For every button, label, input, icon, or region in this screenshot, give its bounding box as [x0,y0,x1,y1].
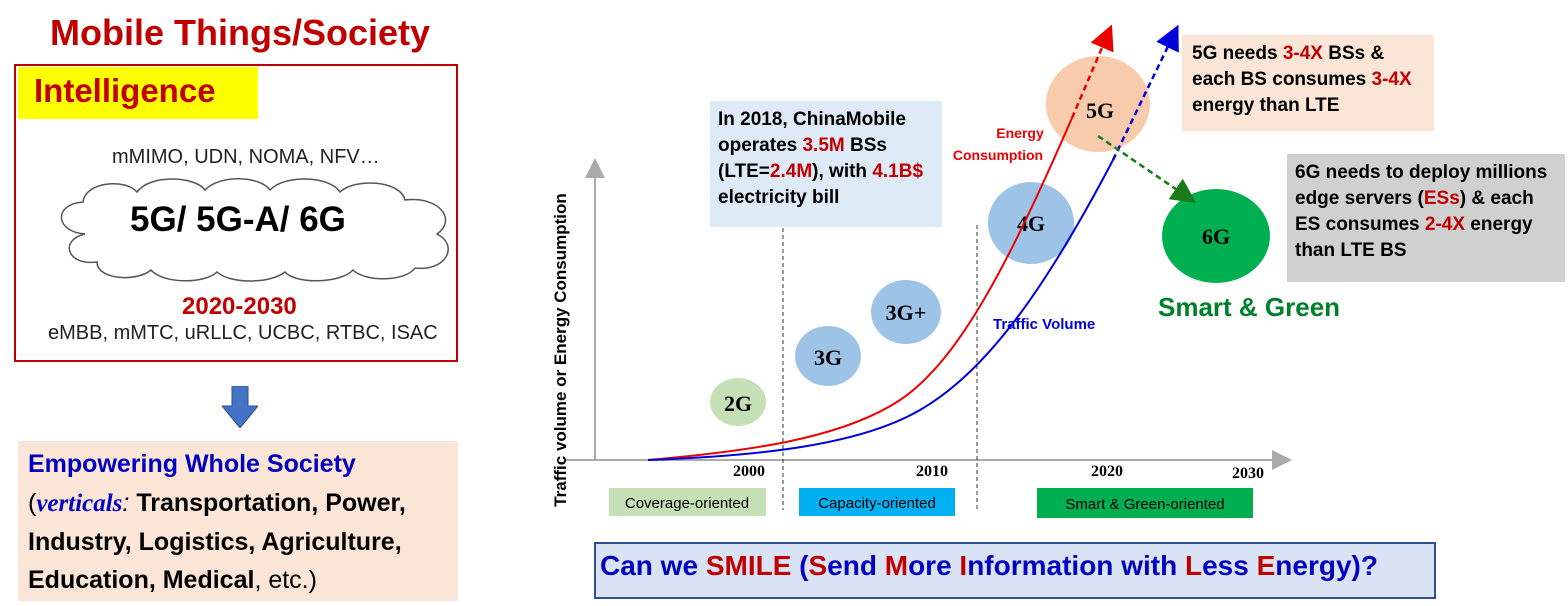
smile-text: nergy)? [1275,550,1378,581]
note-text: ) & each ES consumes [1295,188,1534,235]
period-label: 2020-2030 [182,293,297,320]
phase-label-coverage: Coverage-oriented [625,495,749,512]
note-text: ), with [812,161,873,182]
bubble-4g [988,182,1074,264]
traffic-label: Traffic Volume [993,316,1095,333]
phase-label-smart-green: Smart & Green-oriented [1065,496,1224,513]
smile-text: ess [1202,550,1257,581]
bubble-2g [710,378,766,426]
org-name: ChinaMobile [793,109,906,130]
note-text: BSs & each BS consumes [1192,43,1385,90]
paren-open: ( [28,489,37,517]
phase-bar-smart-green [1037,488,1253,518]
note-text: In 2018, [718,109,793,130]
verticals-list: Transportation, Power, Industry, Logisti… [28,489,406,594]
traffic-extension [1111,24,1179,161]
smile-text: ore [908,550,960,581]
bubble-3g-plus-label: 3G+ [886,300,927,325]
phase-bar-coverage [609,488,766,516]
empower-box [18,441,458,601]
energy-curve [647,117,1073,461]
tech-list: mMIMO, UDN, NOMA, NFV… [112,146,380,168]
note-text: operates [718,135,803,156]
verticals-word: verticals [36,490,123,517]
traffic-curve [647,159,1114,461]
bubble-4g-label: 4G [1017,211,1045,236]
smile-question: Can we SMILE (Send More Information with… [600,550,1378,582]
es-abbrev: ESs [1423,188,1460,209]
energy-multiplier: 3-4X [1371,69,1412,90]
bubble-3g [795,326,861,386]
note-text: 6G needs to deploy millions edge servers… [1295,162,1548,209]
acronym-letter: L [1184,550,1203,581]
intelligence-label: Intelligence [34,72,216,109]
smile-word: SMILE [705,550,792,581]
bubble-2g-label: 2G [724,391,752,416]
bubble-6g-label: 6G [1202,224,1230,249]
energy-multiplier: 2-4X [1424,214,1466,235]
smile-text: ( [791,550,809,581]
lte-count: 2.4M [769,161,813,182]
bubble-3g-plus [871,280,941,344]
acronym-letter: E [1256,550,1276,581]
year-label-2010: 2010 [916,463,948,480]
panel-title: Mobile Things/Society [50,12,431,53]
transition-arrow [1097,134,1197,204]
smile-text: end [827,550,885,581]
6g-note: 6G needs to deploy millions edge servers… [1287,154,1565,282]
smile-text: Can we [600,550,706,581]
energy-label-line1: Energy [996,125,1044,141]
evolution-chart: Traffic volume or Energy Consumption 200… [551,24,1292,518]
phase-bar-capacity [799,488,955,516]
verticals-text: (verticals: Transportation, Power, Indus… [28,484,458,599]
energy-label-line2: Consumption [953,147,1043,163]
smart-green-label: Smart & Green [1158,292,1341,322]
acronym-letter: I [959,550,968,581]
year-label-2000: 2000 [733,463,765,480]
bs-multiplier: 3-4X [1282,43,1323,64]
smile-text: nformation with [967,550,1185,581]
y-axis-label: Traffic volume or Energy Consumption [551,193,570,507]
smile-box [594,542,1436,599]
bubble-5g [1046,56,1150,152]
verticals-tail: , etc.) [254,566,317,594]
acronym-letter: S [808,550,828,581]
5g-note: 5G needs 3-4X BSs & each BS consumes 3-4… [1182,35,1434,131]
cloud-shape [60,178,449,282]
bs-count: 3.5M [802,135,845,156]
acronym-letter: M [884,550,909,581]
down-arrow-icon [222,386,258,428]
note-text: energy than LTE BS [1295,214,1533,261]
note-text: BSs (LTE= [718,135,887,182]
note-text: electricity bill [718,187,840,208]
bubble-5g-label: 5G [1086,98,1114,123]
intelligence-banner: Intelligence [18,67,258,119]
bubble-6g [1162,189,1270,283]
year-label-2020: 2020 [1091,463,1123,480]
phase-label-capacity: Capacity-oriented [818,495,936,512]
verticals-colon: : [122,489,130,517]
bubble-3g-label: 3G [814,345,842,370]
note-text: 5G needs [1192,43,1283,64]
empower-title: Empowering Whole Society [28,450,356,478]
note-text: energy than LTE [1192,95,1340,116]
year-label-2030: 2030 [1232,465,1264,482]
chinamobile-note: In 2018, ChinaMobile operates 3.5M BSs (… [710,101,942,227]
use-case-list: eMBB, mMTC, uRLLC, UCBC, RTBC, ISAC [48,322,438,344]
cloud-label: 5G/ 5G-A/ 6G [130,200,346,239]
energy-extension [1070,24,1114,119]
bill-amount: 4.1B$ [872,161,924,182]
tech-box [14,64,458,362]
